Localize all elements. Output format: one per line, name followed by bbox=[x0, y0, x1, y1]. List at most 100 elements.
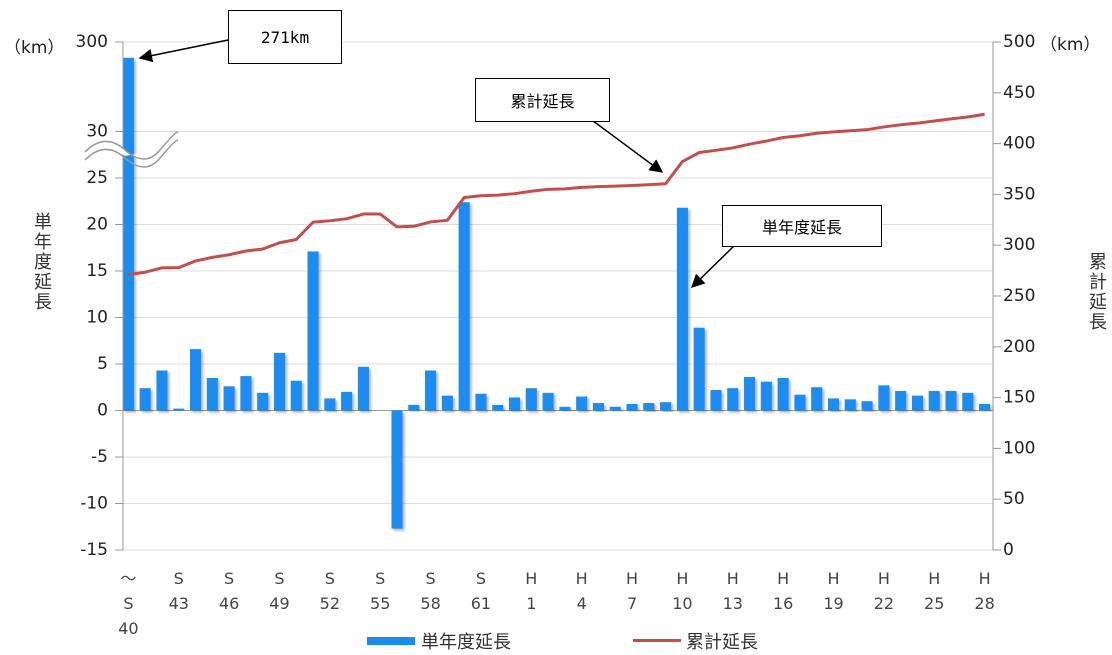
bar bbox=[727, 388, 739, 411]
y-tick-label: 20 bbox=[86, 215, 108, 235]
bar bbox=[576, 396, 588, 411]
bar bbox=[609, 406, 621, 411]
bar bbox=[794, 394, 806, 411]
x-tick-label: ～ S 40 bbox=[118, 569, 139, 638]
bar bbox=[206, 377, 218, 411]
x-tick-label: H 7 bbox=[626, 569, 639, 613]
y2-axis-label: 累計延長 bbox=[1086, 252, 1107, 332]
bar bbox=[693, 327, 705, 411]
y2-tick-label: 450 bbox=[1003, 83, 1035, 103]
x-tick-label: H 4 bbox=[575, 569, 588, 613]
y-tick-label: 300 bbox=[76, 32, 108, 52]
x-tick-label: S 55 bbox=[370, 569, 391, 613]
bar bbox=[811, 387, 823, 411]
bar bbox=[425, 370, 437, 411]
bar bbox=[962, 392, 974, 411]
y2-unit: （km） bbox=[1040, 35, 1101, 55]
bar bbox=[122, 57, 134, 411]
y-tick-label: 30 bbox=[86, 122, 108, 142]
x-tick-label: S 46 bbox=[218, 569, 240, 613]
legend-swatch bbox=[367, 637, 415, 645]
y-axis-label: 単年度延長 bbox=[31, 212, 52, 312]
bar bbox=[408, 404, 420, 411]
bar bbox=[911, 395, 923, 411]
bar bbox=[542, 392, 554, 411]
bar bbox=[290, 380, 302, 411]
x-tick-label: S 61 bbox=[470, 569, 492, 613]
bar bbox=[844, 399, 856, 411]
y2-tick-label: 0 bbox=[1003, 540, 1014, 560]
legend-label: 累計延長 bbox=[686, 632, 758, 653]
bar bbox=[475, 393, 487, 411]
bar bbox=[777, 377, 789, 411]
annotation-arrow bbox=[138, 39, 229, 63]
legend-label: 単年度延長 bbox=[421, 632, 511, 653]
bar bbox=[643, 403, 655, 411]
annotation: 累計延長 bbox=[475, 78, 610, 122]
bar bbox=[760, 381, 772, 411]
y2-tick-label: 150 bbox=[1003, 388, 1035, 408]
bar bbox=[273, 352, 286, 411]
y-tick-label: -15 bbox=[80, 540, 108, 560]
bar bbox=[979, 403, 991, 411]
bar bbox=[827, 398, 840, 411]
bar bbox=[190, 349, 202, 411]
y-tick-label: 15 bbox=[86, 261, 108, 281]
x-tick-label: H 16 bbox=[772, 569, 794, 613]
bar bbox=[878, 385, 890, 411]
bar bbox=[391, 410, 403, 529]
bar bbox=[441, 395, 453, 411]
y2-tick-label: 400 bbox=[1003, 134, 1035, 154]
bar bbox=[139, 388, 151, 411]
bar bbox=[458, 202, 470, 411]
bar bbox=[710, 390, 722, 411]
bar bbox=[156, 370, 168, 411]
y2-tick-label: 350 bbox=[1003, 184, 1035, 204]
marks bbox=[122, 57, 991, 529]
x-tick-label: S 49 bbox=[269, 569, 290, 613]
bar bbox=[895, 390, 907, 411]
y2-tick-label: 250 bbox=[1003, 286, 1035, 306]
bar bbox=[307, 251, 319, 411]
x-tick-label: H 10 bbox=[672, 569, 693, 613]
annotation-arrow bbox=[691, 244, 736, 288]
bar bbox=[676, 207, 688, 411]
bar bbox=[223, 386, 235, 411]
line bbox=[128, 112, 985, 277]
y2-tick-label: 100 bbox=[1003, 438, 1035, 458]
x-tick-label: H 28 bbox=[974, 569, 995, 613]
x-tick-label: H 13 bbox=[722, 569, 743, 613]
x-tick-label: H 22 bbox=[873, 569, 895, 613]
y-tick-label: 0 bbox=[97, 401, 108, 421]
bar bbox=[928, 390, 940, 411]
x-tick-label: S 43 bbox=[168, 569, 189, 613]
y2-tick-label: 200 bbox=[1003, 337, 1035, 357]
bar bbox=[744, 377, 756, 411]
y2-tick-label: 300 bbox=[1003, 235, 1035, 255]
y2-tick-label: 50 bbox=[1003, 489, 1025, 509]
annotation: 271km bbox=[228, 10, 342, 64]
x-tick-label: H 25 bbox=[924, 569, 945, 613]
bar bbox=[660, 402, 672, 411]
bar bbox=[525, 388, 537, 411]
x-tick-label: H 1 bbox=[525, 569, 538, 613]
x-tick-label: S 52 bbox=[319, 569, 341, 613]
y2-tick-label: 500 bbox=[1003, 32, 1035, 52]
bar bbox=[357, 366, 369, 411]
bar bbox=[861, 401, 873, 411]
x-tick-label: H 19 bbox=[823, 569, 844, 613]
axis-break bbox=[84, 131, 180, 168]
bar bbox=[173, 408, 185, 411]
bar bbox=[324, 398, 336, 411]
bar bbox=[508, 397, 521, 411]
bar bbox=[626, 403, 638, 411]
bar bbox=[492, 404, 504, 411]
annotation: 単年度延長 bbox=[722, 205, 882, 247]
annotation-arrow bbox=[584, 114, 664, 173]
bar bbox=[240, 376, 252, 411]
y-unit: （km） bbox=[4, 38, 65, 58]
y-tick-label: 5 bbox=[97, 354, 108, 374]
bar bbox=[257, 392, 269, 411]
